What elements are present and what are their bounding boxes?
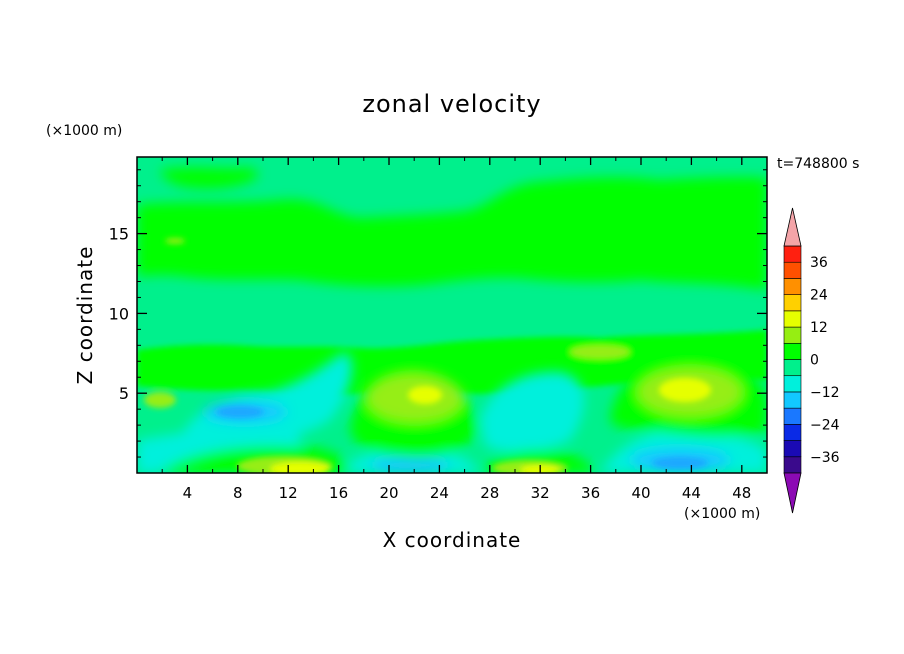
colorbar-tick-label: 36 bbox=[810, 255, 828, 271]
core-bottom-left-inner bbox=[270, 462, 330, 473]
x-axis-label: X coordinate bbox=[383, 528, 522, 552]
colorbar-under-arrow bbox=[783, 472, 802, 514]
band-upper-2 bbox=[160, 167, 259, 189]
colorbar-band bbox=[783, 359, 802, 377]
plot-frame bbox=[136, 156, 768, 474]
x-tick-label: 20 bbox=[379, 484, 398, 502]
streak-2 bbox=[570, 345, 630, 359]
core-right bbox=[659, 378, 711, 402]
colorbar-band bbox=[783, 310, 802, 328]
colorbar-tick-label: −12 bbox=[810, 385, 840, 401]
streak-3 bbox=[165, 238, 185, 244]
colorbar-band bbox=[783, 294, 802, 312]
colorbar-tick-label: −36 bbox=[810, 450, 840, 466]
y-unit-label: (×1000 m) bbox=[46, 123, 122, 139]
colorbar-band bbox=[783, 391, 802, 409]
x-tick-label: 40 bbox=[631, 484, 650, 502]
colorbar-tick-label: 12 bbox=[810, 320, 828, 336]
x-tick-label: 4 bbox=[183, 484, 193, 502]
x-tick-label: 36 bbox=[581, 484, 600, 502]
colorbar: 36 24 12 0 −12 −24 −36 bbox=[783, 207, 840, 514]
neg-mid-right bbox=[480, 371, 584, 452]
colorbar-band bbox=[783, 456, 802, 474]
colorbar-band bbox=[783, 245, 802, 263]
band-upper-1 bbox=[137, 177, 767, 290]
upper-positive-bands bbox=[137, 167, 767, 290]
y-tick-label: 15 bbox=[109, 225, 129, 244]
x-tick-label: 8 bbox=[233, 484, 243, 502]
lower-cells bbox=[137, 352, 767, 473]
time-label: t=748800 s bbox=[777, 156, 859, 172]
y-axis-ticks: 5 10 15 bbox=[109, 169, 767, 458]
neg-lobe-left bbox=[179, 352, 353, 450]
y-axis-label: Z coordinate bbox=[73, 246, 97, 385]
colorbar-band bbox=[783, 424, 802, 441]
core-neg-right bbox=[652, 457, 708, 469]
x-unit-label: (×1000 m) bbox=[684, 506, 760, 522]
colorbar-over-arrow bbox=[783, 207, 802, 247]
mid-positive-streaks bbox=[137, 238, 767, 408]
colorbar-band bbox=[783, 440, 802, 458]
colorbar-tick-label: 24 bbox=[810, 288, 828, 304]
y-tick-label: 10 bbox=[109, 304, 129, 323]
core-mid bbox=[408, 386, 442, 404]
x-tick-label: 32 bbox=[531, 484, 550, 502]
colorbar-band bbox=[783, 278, 802, 295]
colorbar-band bbox=[783, 407, 802, 425]
colorbar-band bbox=[783, 342, 802, 360]
x-axis-ticks: 4 8 12 16 20 24 28 32 36 40 44 48 bbox=[161, 157, 751, 502]
core-neg-left bbox=[216, 406, 264, 418]
maxima-cores bbox=[216, 378, 711, 473]
neg-core-bottom-mid bbox=[370, 457, 450, 473]
streak-4 bbox=[144, 392, 176, 408]
colorbar-tick-label: 0 bbox=[810, 353, 819, 369]
colorbar-band bbox=[783, 326, 802, 344]
colorbar-tick-label: −24 bbox=[810, 417, 840, 433]
colorbar-band bbox=[783, 261, 802, 279]
colorbar-band bbox=[783, 375, 802, 393]
contour-field bbox=[137, 157, 767, 473]
y-tick-label: 5 bbox=[119, 384, 129, 403]
x-tick-label: 48 bbox=[732, 484, 751, 502]
x-tick-label: 12 bbox=[279, 484, 298, 502]
x-tick-label: 24 bbox=[430, 484, 449, 502]
x-tick-label: 28 bbox=[480, 484, 499, 502]
x-tick-label: 16 bbox=[329, 484, 348, 502]
x-tick-label: 44 bbox=[682, 484, 701, 502]
chart-title: zonal velocity bbox=[362, 90, 541, 118]
